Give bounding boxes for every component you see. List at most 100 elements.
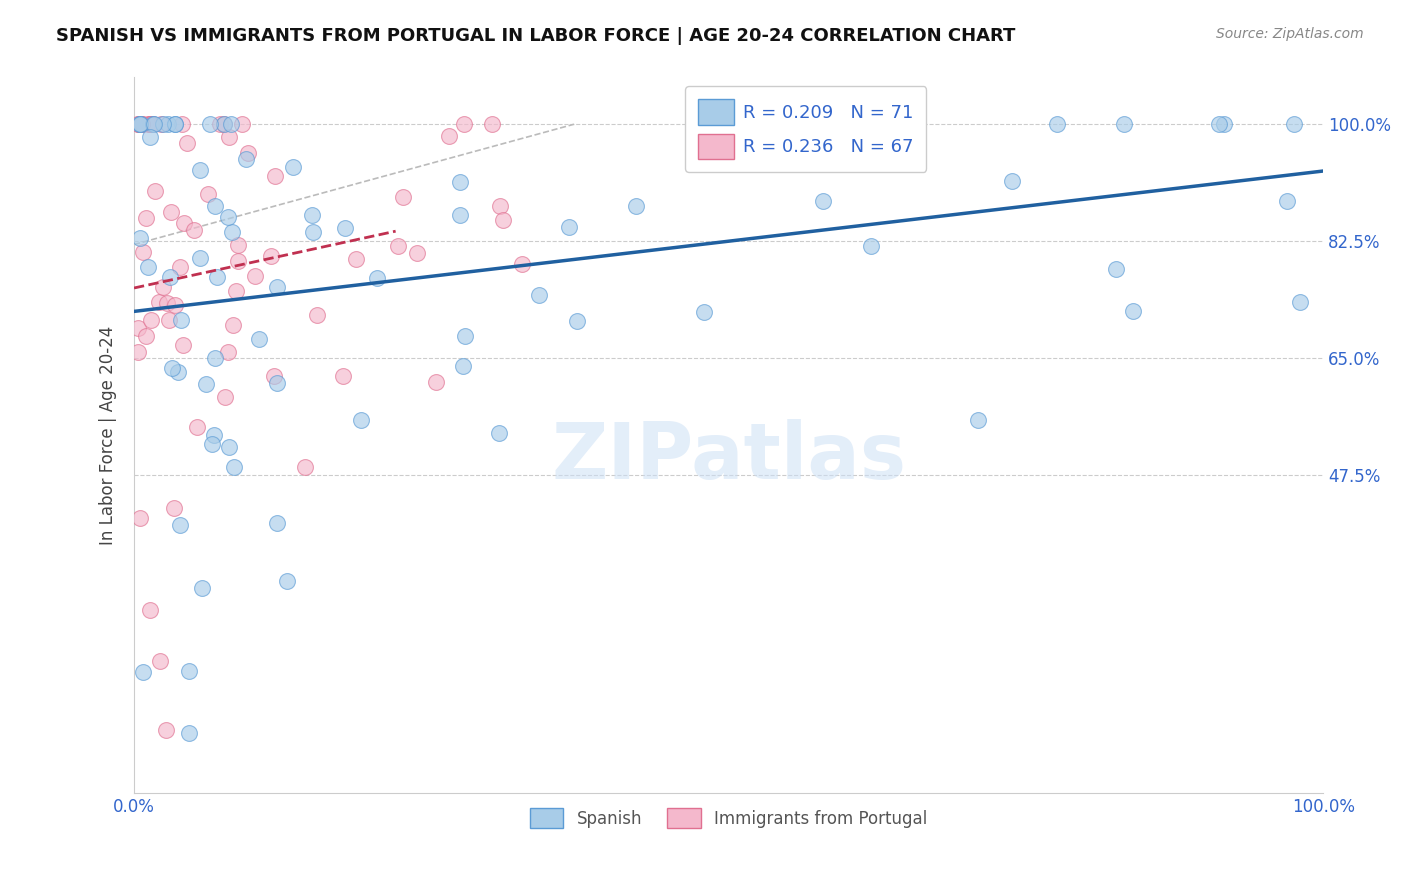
- Point: [165, 117, 187, 131]
- Point: [129, 117, 152, 131]
- Point: [222, 459, 245, 474]
- Point: [217, 344, 239, 359]
- Point: [176, 136, 198, 151]
- Point: [1282, 117, 1305, 131]
- Point: [167, 365, 190, 379]
- Point: [1001, 174, 1024, 188]
- Point: [453, 329, 475, 343]
- Point: [1277, 194, 1299, 208]
- Point: [387, 238, 409, 252]
- Point: [222, 318, 245, 333]
- Point: [565, 314, 588, 328]
- Point: [1208, 117, 1230, 131]
- Point: [132, 244, 155, 259]
- Point: [217, 210, 239, 224]
- Point: [165, 117, 187, 131]
- Point: [204, 199, 226, 213]
- Point: [209, 117, 232, 131]
- Point: [204, 351, 226, 365]
- Point: [165, 298, 187, 312]
- Point: [214, 390, 236, 404]
- Point: [157, 117, 180, 131]
- Point: [266, 516, 288, 531]
- Point: [188, 162, 211, 177]
- Point: [437, 128, 460, 143]
- Point: [136, 117, 159, 131]
- Point: [489, 199, 512, 213]
- Point: [157, 313, 180, 327]
- Point: [173, 216, 195, 230]
- Point: [492, 213, 515, 227]
- Legend: Spanish, Immigrants from Portugal: Spanish, Immigrants from Portugal: [523, 802, 934, 834]
- Point: [301, 207, 323, 221]
- Point: [1114, 117, 1136, 131]
- Point: [249, 332, 271, 346]
- Point: [1122, 304, 1144, 318]
- Point: [127, 345, 149, 359]
- Point: [350, 413, 373, 427]
- Point: [150, 117, 173, 131]
- Point: [283, 161, 305, 175]
- Point: [1105, 262, 1128, 277]
- Point: [160, 361, 183, 376]
- Point: [127, 117, 149, 131]
- Point: [1289, 294, 1312, 309]
- Point: [228, 253, 250, 268]
- Point: [128, 117, 150, 131]
- Point: [481, 117, 503, 131]
- Point: [1213, 117, 1236, 131]
- Point: [218, 130, 240, 145]
- Point: [212, 117, 235, 131]
- Point: [127, 117, 149, 131]
- Point: [129, 117, 152, 131]
- Point: [155, 723, 177, 737]
- Point: [527, 288, 550, 302]
- Point: [149, 654, 172, 668]
- Point: [205, 270, 228, 285]
- Point: [238, 145, 260, 160]
- Point: [197, 187, 219, 202]
- Point: [266, 376, 288, 391]
- Point: [231, 117, 253, 131]
- Point: [510, 256, 533, 270]
- Point: [170, 117, 193, 131]
- Point: [142, 117, 165, 131]
- Point: [425, 375, 447, 389]
- Point: [139, 117, 162, 131]
- Point: [335, 220, 357, 235]
- Point: [1046, 117, 1069, 131]
- Point: [294, 459, 316, 474]
- Point: [156, 296, 179, 310]
- Point: [344, 252, 367, 266]
- Point: [186, 420, 208, 434]
- Point: [152, 280, 174, 294]
- Point: [406, 245, 429, 260]
- Point: [302, 226, 325, 240]
- Point: [179, 664, 201, 678]
- Point: [138, 129, 160, 144]
- Point: [141, 313, 163, 327]
- Point: [163, 500, 186, 515]
- Point: [177, 726, 200, 740]
- Point: [202, 428, 225, 442]
- Text: ZIPatlas: ZIPatlas: [551, 418, 905, 494]
- Point: [172, 337, 194, 351]
- Point: [264, 169, 287, 183]
- Point: [260, 249, 283, 263]
- Point: [860, 239, 883, 253]
- Point: [332, 368, 354, 383]
- Point: [131, 117, 153, 131]
- Point: [366, 271, 388, 285]
- Point: [488, 425, 510, 440]
- Point: [201, 437, 224, 451]
- Point: [143, 117, 166, 131]
- Point: [219, 117, 242, 131]
- Point: [129, 117, 152, 131]
- Point: [190, 582, 212, 596]
- Point: [136, 260, 159, 275]
- Point: [967, 412, 990, 426]
- Point: [243, 269, 266, 284]
- Point: [263, 368, 285, 383]
- Point: [225, 284, 247, 298]
- Point: [135, 211, 157, 225]
